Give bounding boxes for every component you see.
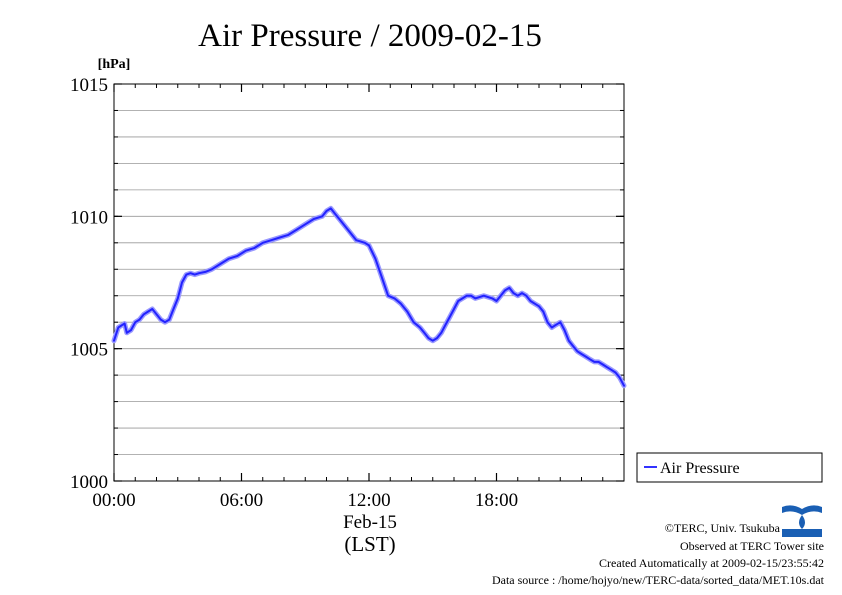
y-axis-ticks: 1000 1005 1010 1015 <box>70 75 624 493</box>
plot-frame <box>113 83 625 482</box>
legend: Air Pressure <box>636 452 823 483</box>
terc-logo-icon <box>782 503 822 537</box>
y-tick-label: 1015 <box>70 75 108 96</box>
x-tick-label: 18:00 <box>475 490 518 511</box>
series-air-pressure-halo <box>111 205 627 389</box>
data-source-text: Data source : /home/hojyo/new/TERC-data/… <box>492 573 825 587</box>
chart-title: Air Pressure / 2009-02-15 <box>198 18 542 54</box>
x-tick-label: 06:00 <box>220 490 263 511</box>
created-timestamp-text: Created Automatically at 2009-02-15/23:5… <box>599 556 824 570</box>
y-tick-label: 1005 <box>70 340 108 361</box>
x-tick-label: 00:00 <box>92 490 135 511</box>
x-axis-date-label: Feb-15 <box>343 512 397 533</box>
minor-ticks <box>114 84 624 481</box>
observation-site-text: Observed at TERC Tower site <box>680 539 824 553</box>
x-axis-ticks: 00:00 06:00 12:00 18:00 <box>92 84 518 511</box>
series-air-pressure-line <box>113 207 625 387</box>
legend-box <box>636 452 823 483</box>
y-tick-label: 1000 <box>70 472 108 493</box>
grid-lines <box>114 110 624 455</box>
y-axis-unit: [hPa] <box>98 57 131 72</box>
copyright-text: ©TERC, Univ. Tsukuba <box>665 521 781 535</box>
x-tick-label: 12:00 <box>347 490 390 511</box>
x-axis-title: (LST) <box>344 532 395 556</box>
y-tick-label: 1010 <box>70 207 108 228</box>
legend-label-air-pressure: Air Pressure <box>660 460 740 477</box>
